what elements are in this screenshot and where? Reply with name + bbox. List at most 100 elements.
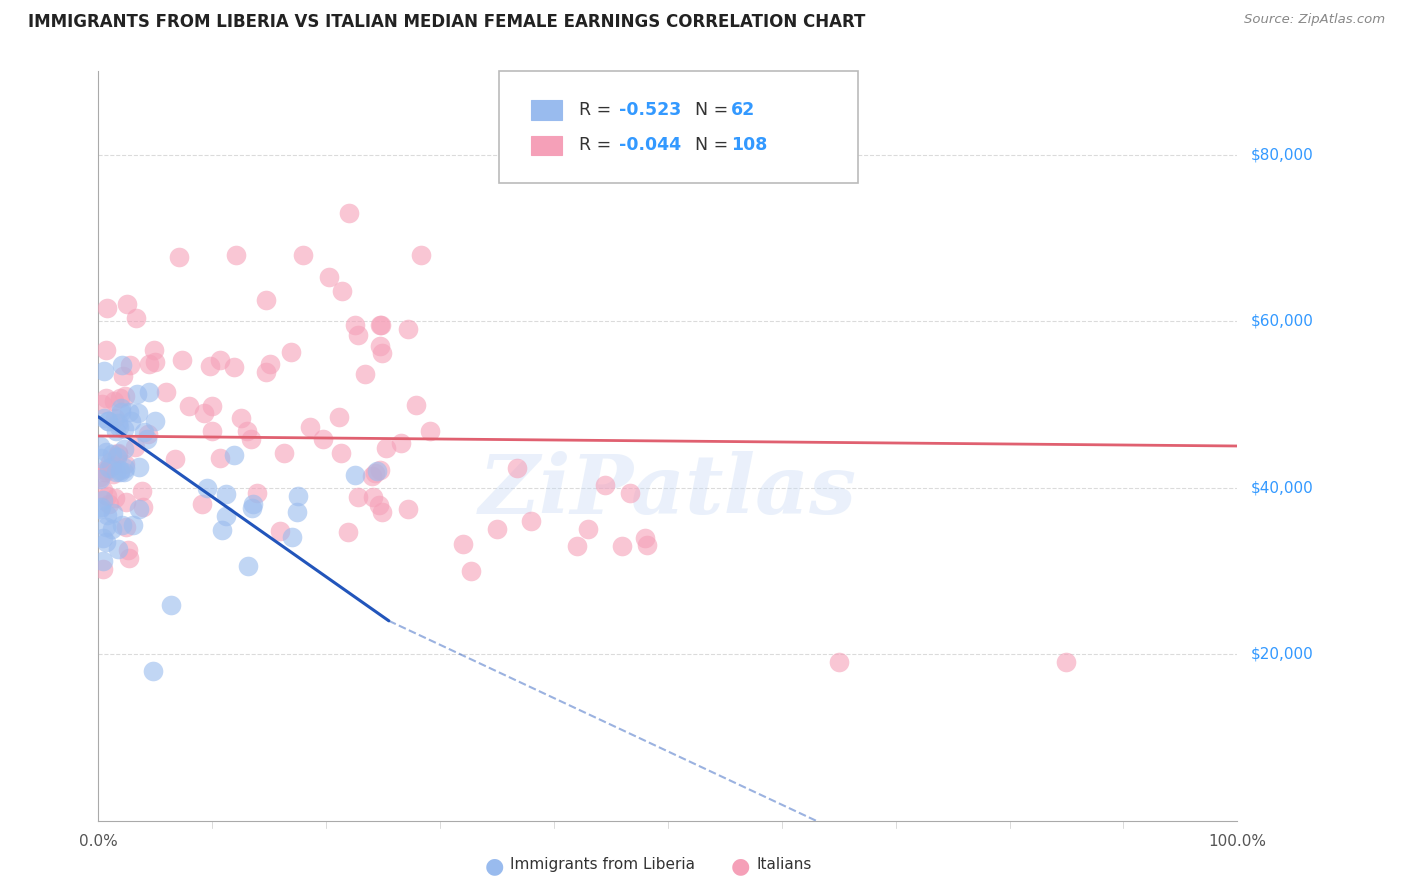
Text: Source: ZipAtlas.com: Source: ZipAtlas.com bbox=[1244, 13, 1385, 27]
Point bbox=[287, 489, 309, 503]
Point bbox=[460, 564, 482, 578]
Point bbox=[94, 444, 117, 458]
Point bbox=[160, 599, 183, 613]
Point bbox=[520, 514, 543, 528]
Point bbox=[269, 524, 291, 538]
Point bbox=[93, 364, 115, 378]
Point bbox=[96, 343, 118, 357]
Point bbox=[254, 293, 277, 307]
Point bbox=[292, 247, 315, 261]
Point bbox=[361, 490, 384, 504]
Point bbox=[111, 369, 134, 384]
Point bbox=[215, 508, 238, 523]
Text: $40,000: $40,000 bbox=[1251, 480, 1315, 495]
Text: N =: N = bbox=[695, 101, 734, 119]
Point bbox=[114, 520, 136, 534]
Point bbox=[337, 206, 360, 220]
Point bbox=[104, 410, 127, 425]
Point bbox=[311, 432, 333, 446]
Point bbox=[451, 536, 474, 550]
Point bbox=[224, 360, 246, 375]
Point bbox=[94, 463, 117, 477]
Point bbox=[368, 318, 391, 332]
Point bbox=[118, 358, 141, 372]
Point bbox=[90, 450, 112, 465]
Point bbox=[98, 455, 121, 469]
Point bbox=[96, 391, 118, 405]
Point bbox=[110, 401, 132, 416]
Point bbox=[97, 414, 120, 428]
Point bbox=[107, 541, 129, 556]
Point bbox=[371, 345, 394, 359]
Point bbox=[636, 538, 658, 552]
Point bbox=[108, 391, 131, 405]
Text: R =: R = bbox=[579, 136, 617, 154]
Point bbox=[117, 543, 139, 558]
Point bbox=[101, 506, 124, 520]
Point bbox=[89, 439, 111, 453]
Text: $60,000: $60,000 bbox=[1251, 314, 1315, 328]
Point bbox=[104, 465, 127, 479]
Point bbox=[114, 389, 136, 403]
Point bbox=[343, 318, 366, 333]
Point bbox=[97, 414, 120, 428]
Point bbox=[115, 495, 138, 509]
Point bbox=[93, 465, 115, 479]
Text: ZiPatlas: ZiPatlas bbox=[479, 451, 856, 531]
Point bbox=[195, 481, 218, 495]
Point bbox=[128, 459, 150, 474]
Point bbox=[138, 385, 160, 400]
Point bbox=[91, 562, 114, 576]
Point bbox=[177, 399, 200, 413]
Point bbox=[201, 399, 224, 413]
Point bbox=[329, 446, 352, 460]
Point bbox=[169, 250, 191, 264]
Point bbox=[127, 406, 149, 420]
Point bbox=[136, 433, 159, 447]
Text: N =: N = bbox=[695, 136, 734, 154]
Point bbox=[828, 656, 851, 670]
Point bbox=[138, 357, 160, 371]
Point bbox=[200, 424, 222, 438]
Point bbox=[107, 446, 129, 460]
Point bbox=[142, 664, 165, 678]
Point bbox=[318, 270, 340, 285]
Point bbox=[100, 459, 122, 474]
Point bbox=[128, 502, 150, 516]
Point bbox=[593, 478, 616, 492]
Point bbox=[208, 451, 231, 466]
Point bbox=[236, 424, 259, 438]
Point bbox=[273, 446, 295, 460]
Point bbox=[299, 420, 322, 434]
Text: ●: ● bbox=[731, 856, 751, 876]
Text: ●: ● bbox=[485, 856, 505, 876]
Point bbox=[506, 461, 529, 475]
Point bbox=[364, 466, 387, 480]
Point bbox=[346, 491, 368, 505]
Point bbox=[98, 461, 121, 475]
Point bbox=[370, 318, 392, 333]
Text: Italians: Italians bbox=[756, 857, 811, 872]
Point bbox=[131, 500, 153, 515]
Point bbox=[246, 486, 269, 500]
Point bbox=[96, 490, 118, 504]
Point bbox=[125, 386, 148, 401]
Point bbox=[240, 501, 263, 516]
Point bbox=[108, 463, 131, 477]
Point bbox=[612, 539, 634, 553]
Point bbox=[114, 461, 136, 475]
Point bbox=[96, 519, 118, 533]
Point bbox=[93, 410, 115, 425]
Point bbox=[236, 558, 259, 573]
Point bbox=[565, 539, 588, 553]
Point bbox=[170, 353, 193, 368]
Point bbox=[368, 463, 391, 477]
Point bbox=[343, 468, 366, 483]
Point bbox=[125, 311, 148, 326]
Point bbox=[114, 422, 136, 436]
Point bbox=[208, 353, 231, 368]
Point bbox=[89, 470, 111, 484]
Point bbox=[256, 365, 278, 379]
Point bbox=[98, 497, 121, 511]
Point bbox=[368, 498, 391, 512]
